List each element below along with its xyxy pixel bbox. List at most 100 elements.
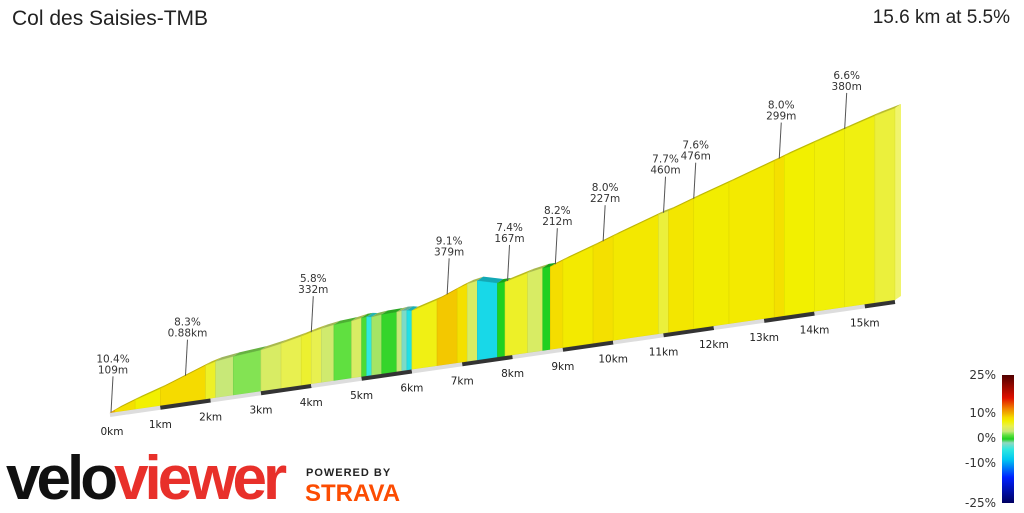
gradient-segment — [504, 272, 528, 357]
gradient-segment — [401, 309, 408, 372]
profile-top-face — [477, 276, 504, 284]
annotation-leader-line — [778, 122, 782, 159]
profile-top-face — [542, 262, 557, 268]
x-tick-label: 14km — [800, 325, 830, 337]
x-tick-label: 12km — [699, 339, 729, 351]
annotation-leader-line — [663, 176, 667, 213]
gradient-segment — [406, 309, 413, 371]
gradient-segment — [411, 299, 438, 370]
profile-top-face — [874, 104, 901, 116]
gradient-segment — [215, 356, 234, 399]
annotation-gradient: 6.6% — [833, 70, 860, 82]
annotation-length: 109m — [98, 364, 128, 376]
annotation-length: 460m — [650, 165, 680, 177]
profile-top-face — [527, 263, 549, 273]
annotation-length: 212m — [542, 216, 572, 228]
x-tick-label: 10km — [598, 354, 628, 366]
profile-top-face — [728, 157, 781, 183]
profile-top-face — [406, 306, 418, 311]
x-tick-label: 15km — [850, 317, 880, 329]
distance-axis-segment — [512, 347, 564, 360]
profile-top-face — [301, 328, 318, 337]
profile-top-face — [215, 352, 240, 362]
gradient-segment — [844, 115, 876, 308]
profile-top-face — [381, 307, 403, 315]
x-tick-label: 7km — [451, 375, 474, 387]
gradient-segment — [232, 349, 262, 396]
gradient-segment — [783, 141, 815, 317]
gradient-segment — [280, 335, 302, 389]
gradient-segment — [527, 267, 544, 354]
profile-top-face — [814, 124, 851, 143]
x-tick-label: 0km — [101, 426, 124, 438]
distance-axis-segment — [864, 300, 896, 309]
x-tick-label: 6km — [400, 383, 423, 395]
annotation-leader-line — [844, 92, 848, 129]
profile-top-face — [774, 152, 791, 162]
page-title: Col des Saisies-TMB — [12, 7, 209, 30]
distance-axis-segment — [109, 405, 161, 417]
annotation-length: 0.88km — [168, 328, 208, 340]
gradient-segment — [436, 288, 458, 367]
profile-top-face — [505, 268, 534, 282]
gradient-segment — [612, 214, 659, 341]
gradient-segment — [456, 283, 468, 364]
gradient-segment — [693, 181, 730, 330]
profile-top-face — [668, 194, 700, 211]
profile-top-face — [593, 232, 620, 247]
gradient-segment — [814, 128, 845, 312]
x-tick-label: 4km — [300, 397, 323, 409]
distance-axis-segment — [763, 311, 815, 323]
strava-logo[interactable]: STRAVA — [305, 480, 401, 507]
gradient-segment — [260, 343, 282, 392]
annotation-length: 227m — [590, 193, 620, 205]
gradient-segment — [658, 210, 669, 335]
gradient-segment — [550, 259, 564, 350]
legend-label-minus25: -25% — [964, 496, 996, 510]
profile-top-face — [658, 206, 675, 215]
distance-axis-segment — [663, 326, 715, 338]
gradient-segment — [497, 281, 506, 358]
distance-axis-segment — [411, 362, 463, 374]
annotation-gradient: 10.4% — [96, 353, 129, 365]
x-tick-label: 9km — [551, 361, 574, 373]
gradient-segment — [366, 316, 372, 377]
profile-top-face — [281, 332, 308, 344]
profile-top-face — [784, 138, 821, 157]
gradient-segment — [134, 388, 161, 410]
annotation-leader-line — [184, 339, 188, 376]
profile-top-face — [311, 324, 328, 333]
profile-top-face — [115, 395, 142, 410]
annotation-gradient: 5.8% — [300, 273, 327, 285]
annotation-length: 167m — [494, 233, 524, 245]
annotation-gradient: 8.3% — [174, 317, 201, 329]
annotation-gradient: 8.2% — [544, 205, 571, 217]
profile-top-face — [396, 306, 408, 312]
annotation-length: 332m — [298, 284, 328, 296]
climb-summary: 15.6 km at 5.5% — [872, 7, 1010, 28]
profile-top-face — [693, 178, 735, 199]
x-tick-label: 8km — [501, 368, 524, 380]
annotation-leader-line — [693, 162, 697, 199]
gradient-segment — [310, 328, 322, 385]
distance-axis-segment — [260, 384, 312, 396]
x-tick-label: 13km — [749, 332, 779, 344]
veloviewer-logo[interactable]: veloviewer — [6, 444, 287, 513]
gradient-segment — [381, 311, 398, 375]
gradient-segment — [562, 245, 594, 349]
profile-top-face — [467, 276, 484, 284]
distance-axis-segment — [210, 391, 262, 403]
gradient-segment — [371, 314, 383, 376]
gradient-segment — [396, 310, 403, 373]
profile-top-face — [361, 312, 373, 318]
profile-top-face — [562, 242, 600, 261]
gradient-segment — [333, 320, 352, 382]
legend-label-minus10: -10% — [964, 456, 996, 470]
annotation-leader-line — [110, 376, 114, 413]
annotation-gradient: 7.4% — [496, 222, 523, 234]
annotation-length: 380m — [832, 81, 862, 93]
profile-top-face — [437, 284, 464, 300]
annotation-leader-line — [507, 244, 511, 281]
gradient-segment — [361, 316, 367, 378]
